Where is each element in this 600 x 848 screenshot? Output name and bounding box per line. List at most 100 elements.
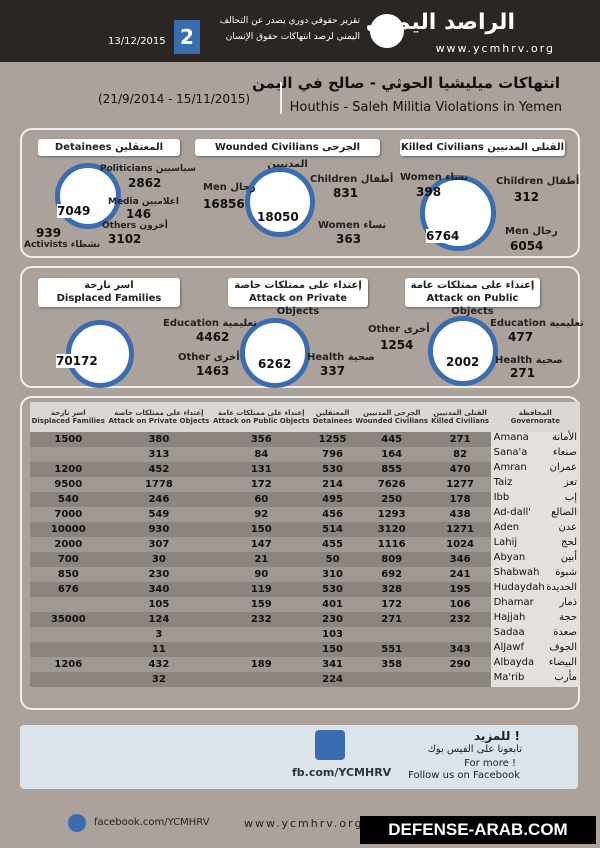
table-cell: 246 [106,492,212,507]
table-row: 11 150 551 343 AlJawf الجوف [30,642,580,657]
label: Health صحية [307,352,375,363]
table-cell: 1277 [429,477,491,492]
subtitle: اليمني لرصد انتهاكات حقوق الإنسان [225,32,360,42]
label-en: Children [496,176,544,187]
table-cell: 159 [211,597,312,612]
table-row: 850 230 90 310 692 241 Shabwah شبوة [30,567,580,582]
label-ar: نشطاء [70,240,101,250]
table-cell: 105 [106,597,212,612]
label-en: Other [178,352,211,363]
table-row: 3 103 Sadaa صعدة [30,627,580,642]
table-cell: 850 [30,567,107,582]
label-ar: أطفال [546,176,580,187]
governorate-ar: عدن [558,522,577,533]
table-cell: 356 [211,432,312,447]
value: 312 [514,190,540,204]
heading: Killed Civilians القتلى المدنيين [400,139,565,156]
value: 3102 [108,232,142,246]
table-cell: 10000 [30,522,107,537]
heading-en: Displaced Families [56,293,162,304]
label: Other أخرى [178,352,240,363]
title-ar: انتهاكات ميليشيا الحوثي - صالح في اليمن [252,74,560,92]
table-cell: 172 [353,597,430,612]
label-ar: أخرون [139,221,168,231]
governorate-en: Abyan [493,552,526,563]
table-cell: 470 [429,462,491,477]
panel [20,266,580,388]
fb-text: For more ! [464,758,516,769]
governorate-ar: الضالع [551,507,577,518]
table-cell [211,642,312,657]
heading-en: Killed Civilians [400,142,484,153]
table-cell: 224 [311,672,354,687]
panel [20,128,580,258]
governorate-cell: Shabwah شبوة [490,567,580,582]
table-cell: 700 [30,552,107,567]
governorate-en: Sana'a [493,447,528,458]
table-cell: 35000 [30,612,107,627]
header-bar [0,0,600,62]
value: 6054 [510,239,544,253]
heading: اسر نازحة Displaced Families [38,278,180,307]
table-cell: 445 [353,432,430,447]
table-cell: 7626 [353,477,430,492]
label-ar: نساء [445,172,469,183]
table-row: 700 30 21 50 809 346 Abyan أبين [30,552,580,567]
table-cell: 530 [311,582,354,597]
governorate-ar: أبين [560,552,577,563]
table-cell: 313 [106,447,212,462]
table-cell: 290 [429,657,491,672]
table-cell [30,642,107,657]
table-cell: 150 [311,642,354,657]
column-header-ar: الجرحى المدنيين [362,409,421,417]
divider [280,82,282,114]
table: اسر نازحة Displaced Families إعتداء على مم… [30,402,580,687]
label: Women نساء [400,172,468,183]
table-cell: 452 [106,462,212,477]
governorate-cell: AlJawf الجوف [490,642,580,657]
table-cell: 103 [311,627,354,642]
governorate-cell: Abyan أبين [490,552,580,567]
column-header-ar: إعتداء على ممتلكات خاصة [114,409,204,417]
column-header-ar: إعتداء على ممتلكات عامة [218,409,305,417]
label: Health صحية [495,355,563,366]
label-ar: تعليمية [549,318,584,329]
governorate-ar: لحج [561,537,577,548]
governorate-cell: Hudaydah الحديدة [490,582,580,597]
label-ar: سياسيين [155,164,196,174]
column-header: اسر نازحة Displaced Families [30,402,107,432]
value: 1463 [196,364,230,378]
table-cell: 692 [353,567,430,582]
governorate-cell: Ibb إب [490,492,580,507]
table-cell: 380 [106,432,212,447]
table-cell: 310 [311,567,354,582]
governorate-cell: Ma'rib مأرب [490,672,580,687]
heading-en: Detainees [54,142,112,153]
watermark: DEFENSE-ARAB.COM [360,816,596,844]
heading-ar: اسر نازحة [84,280,134,291]
column-header-ar: المعتقلين [315,409,350,417]
governorate-en: Lahij [493,537,518,548]
label-ar: أخرى [213,352,240,363]
table-cell: 358 [353,657,430,672]
table-cell: 230 [311,612,354,627]
table-cell: 195 [429,582,491,597]
value: 337 [320,364,346,378]
table-cell [353,672,430,687]
value: 939 [36,226,62,240]
governorate-en: Amana [493,432,529,443]
label-en: Men [505,226,529,237]
table-cell: 124 [106,612,212,627]
heading-en: Attack on Public Objects [426,293,519,317]
governorate-cell: Amran عمران [490,462,580,477]
table-cell: 250 [353,492,430,507]
table-row: 9500 1778 172 214 7626 1277 Taiz تعز [30,477,580,492]
governorate-ar: ذمار [559,597,577,608]
column-header-ar: اسر نازحة [50,409,86,417]
label: Politicians سياسيين [100,164,196,174]
title-en: Houthis - Saleh Militia Violations in Ye… [289,100,562,115]
fb-text: Follow us on Facebook [408,770,520,781]
table-cell [429,672,491,687]
label: Women نساء [318,220,386,231]
table-cell: 307 [106,537,212,552]
